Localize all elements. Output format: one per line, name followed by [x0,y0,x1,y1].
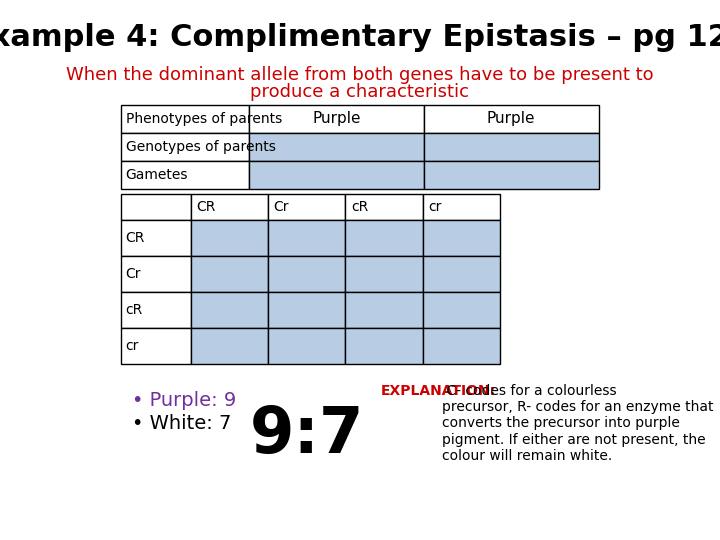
FancyBboxPatch shape [424,105,598,133]
Text: Genotypes of parents: Genotypes of parents [126,140,276,154]
FancyBboxPatch shape [122,133,249,161]
Text: C- codes for a colourless
precursor, R- codes for an enzyme that
converts the pr: C- codes for a colourless precursor, R- … [441,384,713,463]
FancyBboxPatch shape [423,220,500,256]
Text: Purple: Purple [487,111,536,126]
FancyBboxPatch shape [268,194,346,220]
FancyBboxPatch shape [346,328,423,364]
Text: cr: cr [428,200,442,214]
Text: When the dominant allele from both genes have to be present to: When the dominant allele from both genes… [66,66,654,84]
Text: Phenotypes of parents: Phenotypes of parents [126,112,282,126]
Text: Cr: Cr [274,200,289,214]
FancyBboxPatch shape [423,256,500,292]
Text: Gametes: Gametes [126,168,188,182]
FancyBboxPatch shape [191,194,268,220]
Text: CR: CR [126,231,145,245]
Text: cR: cR [126,303,143,317]
FancyBboxPatch shape [346,256,423,292]
Text: Cr: Cr [126,267,141,281]
Text: 9:7: 9:7 [249,404,364,466]
Text: CR: CR [196,200,215,214]
FancyBboxPatch shape [346,194,423,220]
Text: cr: cr [126,339,139,353]
FancyBboxPatch shape [424,161,598,189]
FancyBboxPatch shape [122,328,191,364]
FancyBboxPatch shape [249,133,424,161]
FancyBboxPatch shape [122,194,191,220]
FancyBboxPatch shape [268,220,346,256]
FancyBboxPatch shape [122,161,249,189]
Text: • Purple: 9: • Purple: 9 [132,391,236,410]
FancyBboxPatch shape [268,328,346,364]
FancyBboxPatch shape [268,292,346,328]
Text: Purple: Purple [312,111,361,126]
FancyBboxPatch shape [423,292,500,328]
FancyBboxPatch shape [191,292,268,328]
FancyBboxPatch shape [249,105,424,133]
FancyBboxPatch shape [191,220,268,256]
FancyBboxPatch shape [191,256,268,292]
FancyBboxPatch shape [423,194,500,220]
Text: Example 4: Complimentary Epistasis – pg 129: Example 4: Complimentary Epistasis – pg … [0,24,720,52]
FancyBboxPatch shape [346,220,423,256]
FancyBboxPatch shape [122,256,191,292]
FancyBboxPatch shape [191,328,268,364]
Text: produce a characteristic: produce a characteristic [251,83,469,101]
Text: EXPLANATION:: EXPLANATION: [381,384,496,398]
FancyBboxPatch shape [424,133,598,161]
Text: • White: 7: • White: 7 [132,414,231,433]
Text: cR: cR [351,200,368,214]
FancyBboxPatch shape [249,161,424,189]
FancyBboxPatch shape [346,292,423,328]
FancyBboxPatch shape [122,105,249,133]
FancyBboxPatch shape [423,328,500,364]
FancyBboxPatch shape [122,292,191,328]
FancyBboxPatch shape [268,256,346,292]
FancyBboxPatch shape [122,220,191,256]
